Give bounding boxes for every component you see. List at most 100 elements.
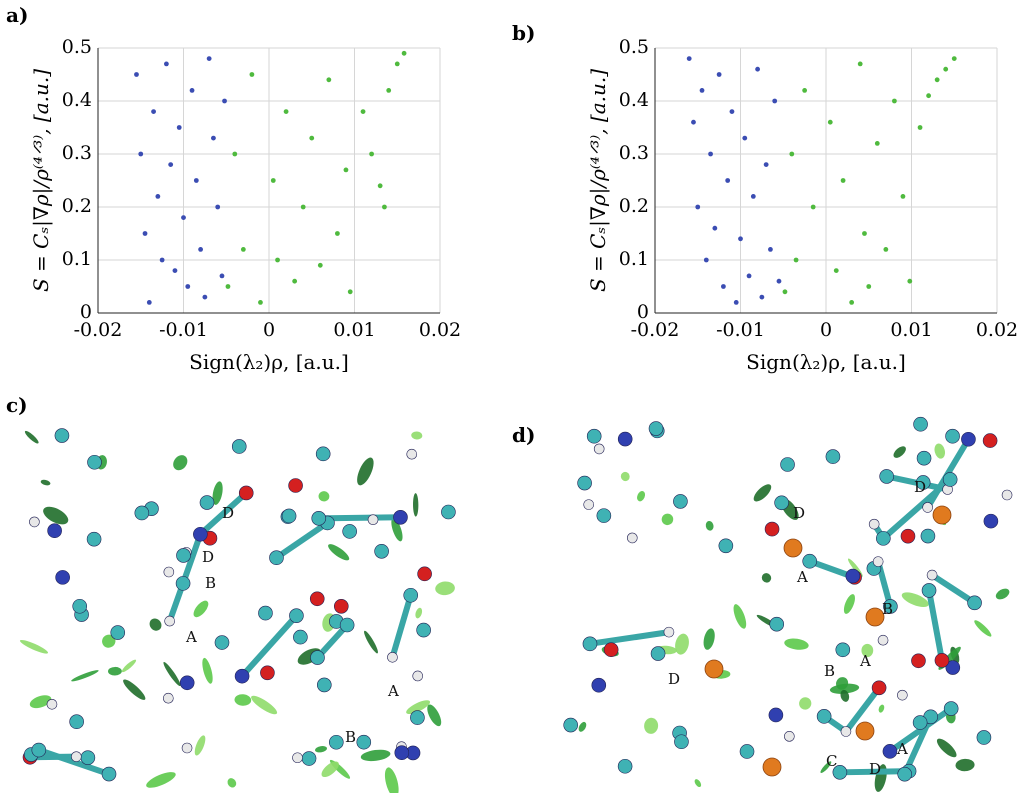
isosurface [702, 627, 717, 651]
point [361, 109, 366, 114]
point [742, 136, 747, 141]
atom [719, 539, 733, 553]
annotation: D [793, 504, 805, 522]
atom [673, 494, 687, 508]
atom [312, 511, 326, 525]
ion [784, 539, 802, 557]
point [755, 67, 760, 72]
isosurface [40, 479, 51, 487]
isosurface [933, 442, 947, 459]
point [734, 300, 739, 305]
isosurface [354, 455, 377, 487]
atom [935, 653, 949, 667]
panel-label: a) [6, 3, 28, 27]
atom [102, 767, 116, 781]
annotation: D [914, 478, 926, 496]
point [802, 88, 807, 93]
atom [404, 588, 418, 602]
point [151, 109, 156, 114]
isosurface [226, 777, 238, 790]
annotation: A [896, 740, 908, 758]
point [811, 205, 816, 210]
atom [73, 599, 87, 613]
atom [781, 457, 795, 471]
point [348, 289, 353, 294]
point [202, 295, 207, 300]
y-tick-label: 0.1 [619, 248, 649, 270]
atom [282, 509, 296, 523]
point [751, 194, 756, 199]
atom [29, 517, 39, 527]
atom [627, 533, 637, 543]
atom [418, 567, 432, 581]
point [147, 300, 152, 305]
y-axis-label: S = Cₛ|∇ρ|/ρ⁽⁴ᐟ³⁾, [a.u.] [586, 69, 611, 292]
annotation: B [882, 600, 893, 618]
isosurface [673, 632, 691, 656]
y-tick-label: 0.5 [619, 36, 649, 58]
isosurface [994, 586, 1011, 601]
atom [740, 744, 754, 758]
isosurface [643, 717, 659, 735]
ion [705, 660, 723, 678]
point [185, 284, 190, 289]
atom [343, 524, 357, 538]
atom [163, 693, 173, 703]
isosurface [413, 493, 419, 517]
point [901, 194, 906, 199]
x-tick-label: 0 [820, 319, 832, 341]
annotation: D [869, 760, 881, 778]
atom [310, 592, 324, 606]
point [712, 226, 717, 231]
isosurface [435, 581, 456, 596]
point [232, 152, 237, 157]
point [952, 56, 957, 61]
atom [604, 643, 618, 657]
atom [880, 469, 894, 483]
point [173, 268, 178, 273]
atom [961, 432, 975, 446]
point [907, 279, 912, 284]
point [828, 120, 833, 125]
x-tick-label: -0.02 [631, 319, 680, 341]
atom [393, 510, 407, 524]
x-tick-label: 0.02 [419, 319, 461, 341]
atom [32, 743, 46, 757]
y-tick-label: 0.4 [62, 89, 92, 111]
y-tick-label: 0.3 [619, 142, 649, 164]
point [768, 247, 773, 252]
atom [597, 509, 611, 523]
atom [48, 524, 62, 538]
point [177, 125, 182, 130]
point [730, 109, 735, 114]
point [926, 93, 931, 98]
atom [239, 486, 253, 500]
point [326, 77, 331, 82]
isosurface [705, 520, 715, 531]
bond [929, 590, 942, 660]
ion [763, 758, 781, 776]
point [918, 125, 923, 130]
atom [618, 759, 632, 773]
point [738, 236, 743, 241]
point [284, 109, 289, 114]
annotation: A [387, 682, 399, 700]
point [155, 194, 160, 199]
isosurface [382, 766, 401, 793]
atom [413, 671, 423, 681]
atom [317, 678, 331, 692]
point [181, 215, 186, 220]
x-tick-label: 0 [263, 319, 275, 341]
point [862, 231, 867, 236]
atom [417, 623, 431, 637]
atom [289, 478, 303, 492]
ion [933, 506, 951, 524]
point [695, 205, 700, 210]
atom [664, 627, 674, 637]
annotation: C [826, 752, 837, 770]
atom [674, 735, 688, 749]
point [309, 136, 314, 141]
panel-label: c) [6, 393, 28, 417]
annotation: B [345, 728, 356, 746]
isosurface [144, 769, 177, 791]
